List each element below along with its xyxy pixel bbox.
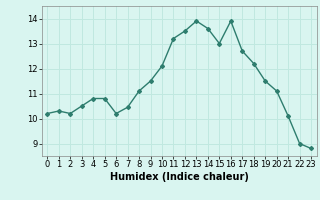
X-axis label: Humidex (Indice chaleur): Humidex (Indice chaleur) bbox=[110, 172, 249, 182]
